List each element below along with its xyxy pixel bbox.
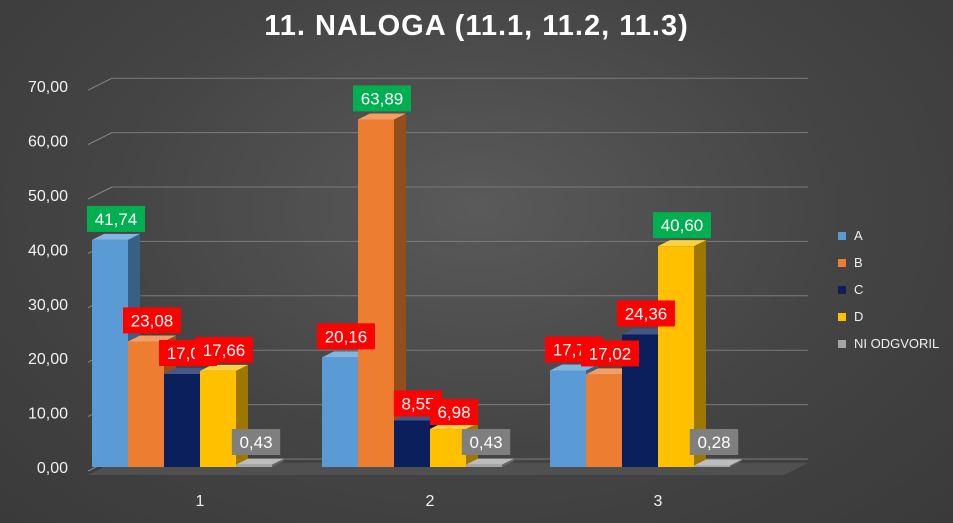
legend-swatch <box>838 285 846 294</box>
data-label: 8,55 <box>401 394 434 413</box>
chart-title: 11. NALOGA (11.1, 11.2, 11.3) <box>264 10 689 42</box>
data-label-bg <box>87 205 145 232</box>
bar-a <box>322 357 358 467</box>
bar-c <box>164 374 200 467</box>
data-label-bg <box>317 323 375 350</box>
data-label: 0,28 <box>697 433 730 452</box>
x-tick-label: 2 <box>426 493 435 510</box>
bar-ni-odgvoril <box>236 464 272 467</box>
data-label-bg <box>429 399 479 426</box>
bar-d <box>200 370 236 467</box>
bar-top <box>694 459 742 466</box>
bar-top <box>358 113 406 120</box>
legend-item: NI ODGVORIL <box>838 330 939 357</box>
y-tick-label: 50,00 <box>28 188 68 205</box>
bar-ni-odgvoril <box>694 465 730 467</box>
legend-label: NI ODGVORIL <box>854 336 940 351</box>
data-label: 6,98 <box>437 403 470 422</box>
legend-item: A <box>838 222 939 249</box>
y-tick-label: 40,00 <box>28 242 68 259</box>
data-label: 17,66 <box>203 341 246 360</box>
gridline-depth <box>87 132 113 146</box>
data-label-bg <box>581 340 639 367</box>
bar-top <box>658 240 706 247</box>
bar-b <box>358 119 394 467</box>
y-tick-label: 70,00 <box>28 79 68 96</box>
bar-a <box>92 239 128 467</box>
data-label: 63,89 <box>361 89 404 108</box>
bar-side <box>502 458 514 467</box>
bar-c <box>394 420 430 467</box>
data-label-bg <box>353 85 411 112</box>
data-label: 24,36 <box>625 304 668 323</box>
legend-swatch <box>838 312 846 321</box>
legend-label: B <box>854 255 863 270</box>
data-label-bg <box>231 429 281 455</box>
bar-side <box>730 459 742 467</box>
bar-side <box>694 240 706 467</box>
y-tick-label: 10,00 <box>28 406 68 423</box>
data-label: 23,08 <box>131 311 174 330</box>
y-tick-label: 60,00 <box>28 134 68 151</box>
legend-item: C <box>838 276 939 303</box>
bar-side <box>272 458 284 467</box>
y-tick-label: 0,00 <box>37 460 68 477</box>
data-label-bg <box>461 429 511 455</box>
legend: A B C D NI ODGVORIL <box>838 222 939 357</box>
data-label: 0,43 <box>469 433 502 452</box>
data-label-bg <box>617 300 675 327</box>
legend-label: A <box>854 228 863 243</box>
bar-d <box>430 429 466 467</box>
bar-a <box>550 370 586 467</box>
data-label: 20,16 <box>325 327 368 346</box>
data-label-bg <box>653 212 711 239</box>
bar-top <box>92 233 140 240</box>
bar-d <box>658 246 694 467</box>
y-tick-label: 30,00 <box>28 297 68 314</box>
bar-top <box>466 458 514 465</box>
data-label-bg <box>123 307 181 334</box>
bar-side <box>394 113 406 467</box>
legend-swatch <box>838 231 846 240</box>
data-label-bg <box>195 336 253 363</box>
legend-item: D <box>838 303 939 330</box>
x-tick-label: 1 <box>196 493 205 510</box>
bar-ni-odgvoril <box>466 464 502 467</box>
bar-b <box>586 374 622 467</box>
data-label: 17,02 <box>589 344 632 363</box>
legend-item: B <box>838 249 939 276</box>
bar-b <box>128 341 164 467</box>
bar-top <box>200 364 248 371</box>
legend-label: D <box>854 309 864 324</box>
data-label-bg <box>689 429 739 455</box>
gridline-depth <box>87 77 113 91</box>
data-label: 41,74 <box>95 210 138 229</box>
bar-top <box>128 335 176 342</box>
data-label: 0,43 <box>239 433 272 452</box>
legend-label: C <box>854 282 864 297</box>
gridline-depth <box>87 186 113 200</box>
bar-top <box>236 458 284 465</box>
legend-swatch <box>838 258 846 267</box>
data-label: 40,60 <box>661 216 704 235</box>
y-tick-label: 20,00 <box>28 351 68 368</box>
x-tick-label: 3 <box>654 493 663 510</box>
legend-swatch <box>838 339 846 348</box>
